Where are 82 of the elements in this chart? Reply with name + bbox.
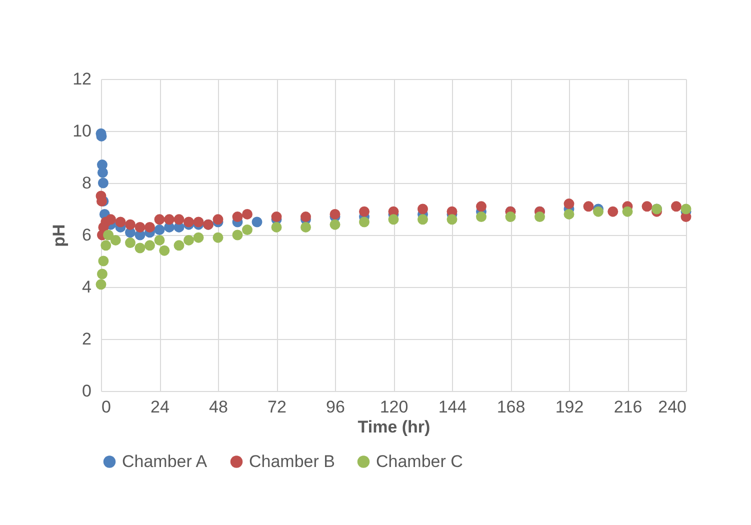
point [164, 214, 174, 225]
point [96, 268, 108, 280]
point [505, 212, 516, 222]
point [476, 212, 486, 222]
point [103, 230, 114, 240]
point [125, 238, 136, 248]
point [242, 208, 252, 220]
point [212, 214, 224, 225]
point [98, 256, 109, 266]
point [593, 206, 604, 217]
x-tick-label: 48 [209, 398, 228, 416]
point [359, 206, 370, 217]
x-tick-label: 0 [102, 398, 111, 416]
x-tick-label: 96 [326, 398, 345, 416]
point [300, 212, 311, 222]
y-tick-label: 0 [82, 382, 92, 400]
point [125, 219, 136, 230]
point [96, 279, 106, 290]
point [100, 240, 112, 251]
point [388, 214, 399, 225]
point [564, 208, 574, 220]
point [608, 206, 618, 217]
y-tick-label: 8 [82, 174, 92, 192]
point [446, 214, 458, 225]
point [242, 224, 252, 236]
x-axis-title: Time (hr) [358, 418, 430, 436]
point [159, 245, 170, 256]
point [642, 201, 652, 212]
point [184, 234, 194, 246]
point [193, 232, 204, 243]
x-tick-label: 72 [268, 398, 286, 416]
y-tick-label: 10 [72, 122, 92, 140]
point [671, 201, 682, 212]
x-tick-label: 120 [380, 398, 408, 416]
point [300, 222, 311, 232]
point [232, 212, 243, 222]
point [154, 214, 165, 225]
point [418, 204, 428, 214]
x-tick-label: 24 [150, 398, 170, 416]
x-tick-label: 240 [658, 398, 686, 416]
x-tick-label: 168 [496, 398, 526, 416]
x-tick-label: 144 [438, 398, 467, 416]
point [184, 216, 194, 228]
point [97, 167, 108, 178]
point [271, 222, 282, 232]
point [583, 201, 594, 212]
x-tick-label: 216 [614, 398, 642, 416]
point [134, 242, 146, 254]
y-axis-title: pH [50, 224, 69, 247]
legend-label: Chamber C [376, 452, 463, 471]
point [252, 216, 262, 228]
x-tick-label: 192 [555, 398, 584, 416]
point [193, 216, 204, 228]
point [212, 232, 224, 243]
point [330, 219, 340, 230]
point [154, 224, 165, 236]
point [134, 222, 146, 232]
point [271, 212, 282, 222]
legend-label: Chamber B [249, 452, 335, 471]
point [115, 216, 126, 228]
point [534, 212, 545, 222]
point [330, 208, 340, 220]
point [98, 178, 108, 188]
y-tick-label: 12 [72, 70, 92, 88]
point [154, 234, 165, 246]
y-tick-label: 2 [82, 330, 92, 348]
point [232, 230, 243, 240]
point [622, 206, 633, 217]
point [476, 201, 486, 212]
point [564, 198, 574, 210]
point [144, 240, 155, 251]
y-tick-label: 6 [82, 226, 92, 244]
point [144, 222, 155, 232]
legend-label: Chamber A [122, 452, 208, 471]
point [106, 214, 116, 225]
y-tick-label: 4 [82, 278, 92, 296]
point [680, 204, 692, 214]
point [359, 216, 370, 228]
point [174, 214, 184, 225]
point [110, 234, 121, 246]
point [418, 214, 428, 225]
point [174, 240, 184, 251]
